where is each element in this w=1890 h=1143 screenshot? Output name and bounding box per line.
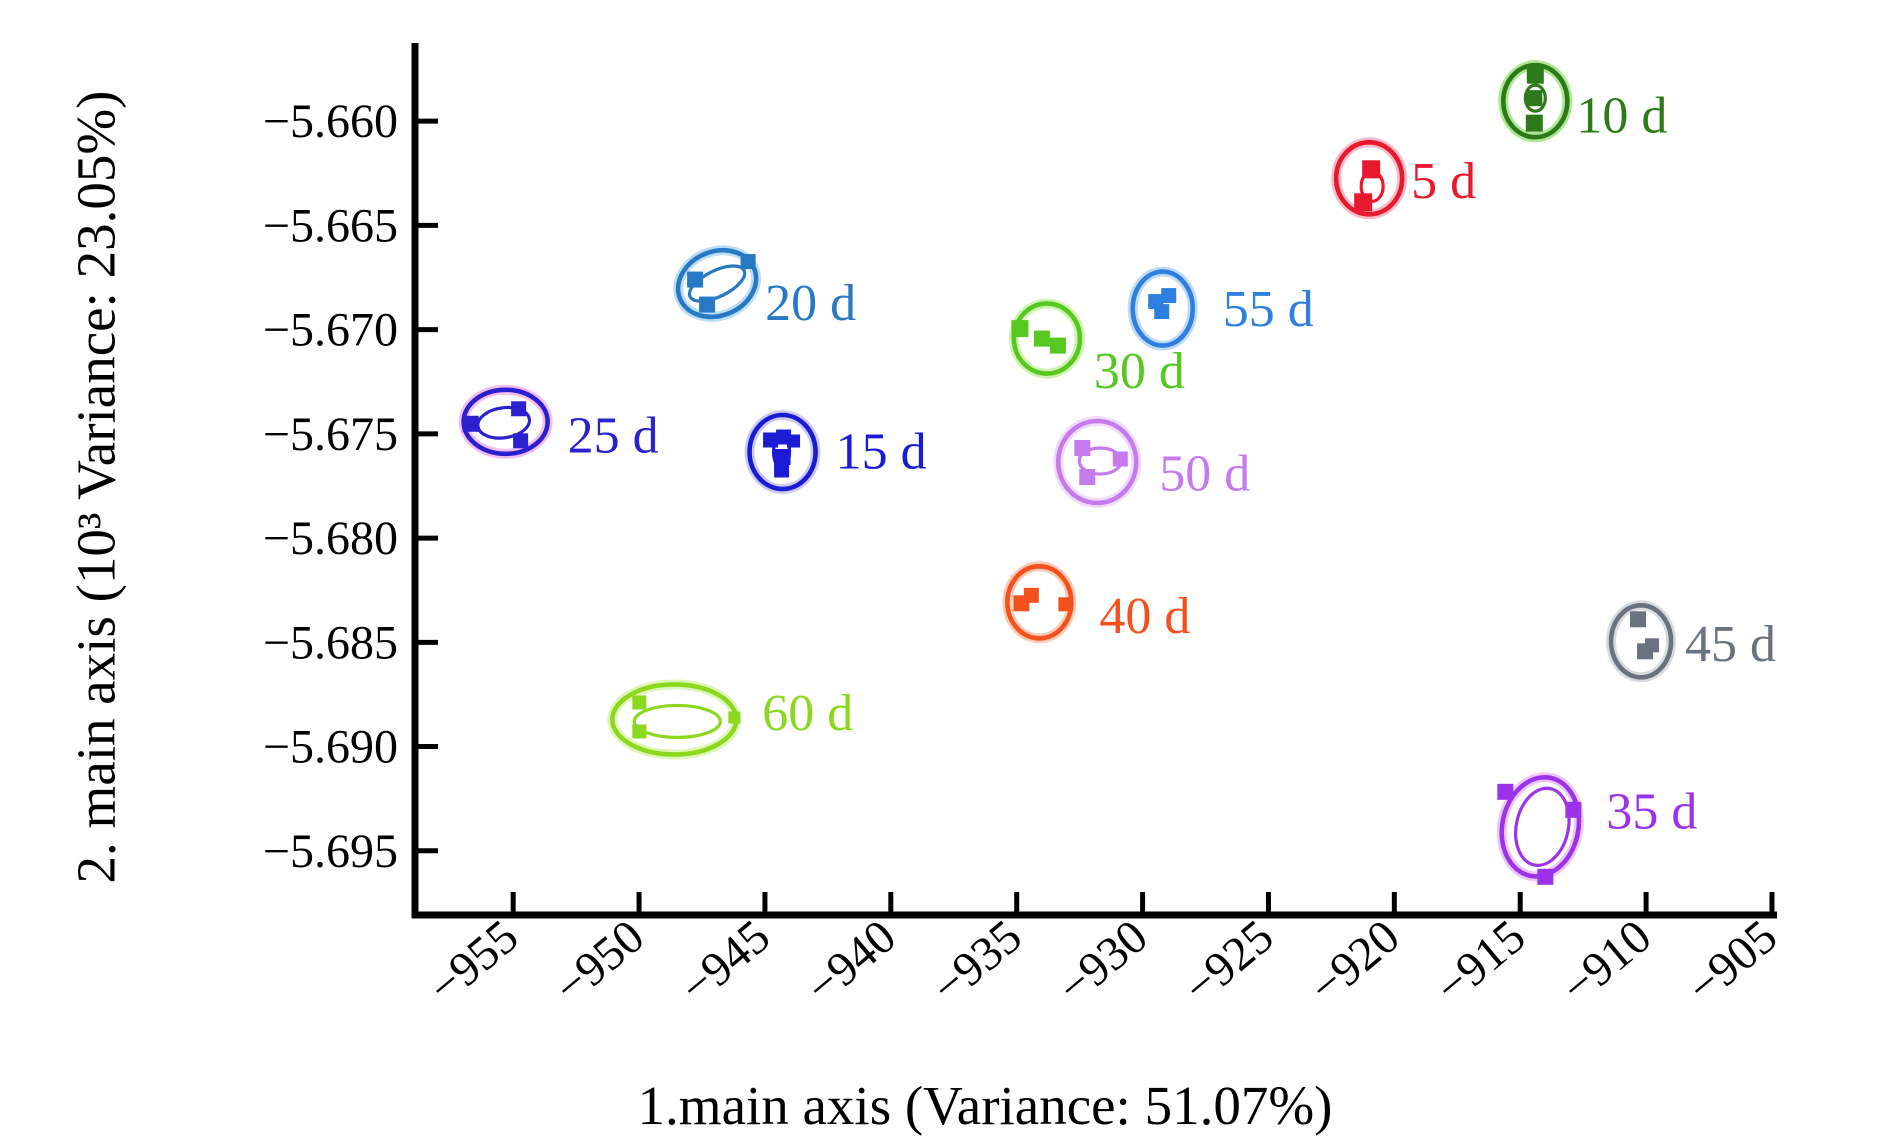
cluster-label: 50 d xyxy=(1159,446,1250,503)
data-point xyxy=(774,449,791,466)
x-tick-label: −915 xyxy=(1425,910,1535,1014)
cluster-15d: 15 d xyxy=(744,410,927,495)
cluster-outer-ellipse xyxy=(1501,62,1570,140)
x-tick-label: −920 xyxy=(1299,910,1409,1014)
x-tick-label: −945 xyxy=(670,910,780,1014)
data-point xyxy=(1526,66,1544,84)
cluster-10d: 10 d xyxy=(1498,60,1667,145)
data-point xyxy=(1645,638,1660,653)
cluster-5d: 5 d xyxy=(1331,137,1476,220)
data-point xyxy=(632,724,647,739)
data-point xyxy=(1154,304,1170,320)
data-point xyxy=(1497,783,1514,800)
x-tick-label: −925 xyxy=(1174,910,1284,1014)
cluster-label: 35 d xyxy=(1606,783,1697,840)
data-point xyxy=(1112,451,1128,467)
data-point xyxy=(1033,330,1050,347)
data-point xyxy=(728,711,741,724)
data-point xyxy=(1525,114,1543,132)
cluster-label: 15 d xyxy=(836,424,927,481)
cluster-outer-ellipse xyxy=(610,682,739,757)
y-tick-label: −5.685 xyxy=(263,616,398,669)
y-tick-label: −5.665 xyxy=(263,199,398,252)
cluster-label: 10 d xyxy=(1576,88,1667,145)
x-tick-label: −905 xyxy=(1677,910,1787,1014)
y-tick-label: −5.660 xyxy=(263,95,398,148)
y-tick-label: −5.675 xyxy=(263,408,398,461)
data-point xyxy=(787,434,801,448)
y-tick-label: −5.690 xyxy=(263,721,398,774)
x-tick-label: −940 xyxy=(796,910,906,1014)
data-point xyxy=(774,462,790,478)
data-point xyxy=(740,254,756,270)
cluster-label: 5 d xyxy=(1411,153,1476,210)
data-point xyxy=(1565,801,1582,818)
x-tick-label: −935 xyxy=(922,910,1032,1014)
cluster-label: 30 d xyxy=(1094,343,1185,400)
cluster-50d: 50 d xyxy=(1053,416,1250,509)
cluster-label: 45 d xyxy=(1685,616,1776,673)
data-point xyxy=(1058,597,1073,612)
cluster-label: 20 d xyxy=(765,275,856,332)
x-tick-label: −910 xyxy=(1551,910,1661,1014)
data-point xyxy=(1526,90,1543,107)
cluster-35d: 35 d xyxy=(1496,772,1697,885)
y-axis-title: 2. main axis (10³ Variance: 23.05%) xyxy=(65,90,127,884)
cluster-outer-ellipse xyxy=(1499,774,1582,879)
y-tick-label: −5.680 xyxy=(263,512,398,565)
data-point xyxy=(1362,160,1381,179)
cluster-30d: 30 d xyxy=(1008,298,1185,400)
data-point xyxy=(1079,469,1096,486)
x-tick-label: −950 xyxy=(544,910,654,1014)
cluster-label: 60 d xyxy=(762,685,853,742)
cluster-25d: 25 d xyxy=(458,384,659,464)
cluster-label: 25 d xyxy=(568,407,659,464)
cluster-outer-ellipse xyxy=(1333,139,1405,217)
data-point xyxy=(699,296,716,313)
data-point xyxy=(1161,288,1177,304)
data-point xyxy=(1354,193,1373,212)
x-tick-label: −955 xyxy=(418,910,528,1014)
y-tick-label: −5.695 xyxy=(263,825,398,878)
data-point xyxy=(632,695,647,710)
y-tick-label: −5.670 xyxy=(263,304,398,357)
cluster-outer-ellipse xyxy=(747,412,818,492)
cluster-45d: 45 d xyxy=(1606,600,1776,683)
cluster-outer-ellipse xyxy=(1608,602,1674,680)
x-tick-label: −930 xyxy=(1048,910,1158,1014)
cluster-inner-ellipse xyxy=(1514,786,1571,867)
cluster-inner-ellipse xyxy=(687,264,747,303)
cluster-inner-ellipse xyxy=(1523,83,1547,113)
data-point xyxy=(513,433,529,449)
x-axis-title: 1.main axis (Variance: 51.07%) xyxy=(637,1075,1333,1136)
cluster-label: 55 d xyxy=(1223,281,1314,338)
cluster-label: 40 d xyxy=(1099,588,1190,645)
cluster-20d: 20 d xyxy=(673,245,856,332)
cluster-outer-ellipse xyxy=(1130,269,1196,348)
data-point xyxy=(1011,320,1029,338)
cluster-40d: 40 d xyxy=(1002,561,1190,645)
data-point xyxy=(763,432,779,448)
cluster-outer-ellipse xyxy=(1011,301,1083,376)
data-point xyxy=(1074,440,1091,457)
data-point xyxy=(1537,868,1554,885)
data-point xyxy=(1023,587,1039,603)
data-point xyxy=(1049,337,1066,354)
data-point xyxy=(462,415,479,432)
cluster-55d: 55 d xyxy=(1127,266,1314,351)
cluster-outer-ellipse xyxy=(1055,418,1139,506)
data-point xyxy=(511,401,527,417)
cluster-inner-ellipse xyxy=(632,703,722,740)
data-point xyxy=(1630,611,1647,628)
data-point xyxy=(687,271,704,288)
cluster-60d: 60 d xyxy=(607,679,853,760)
